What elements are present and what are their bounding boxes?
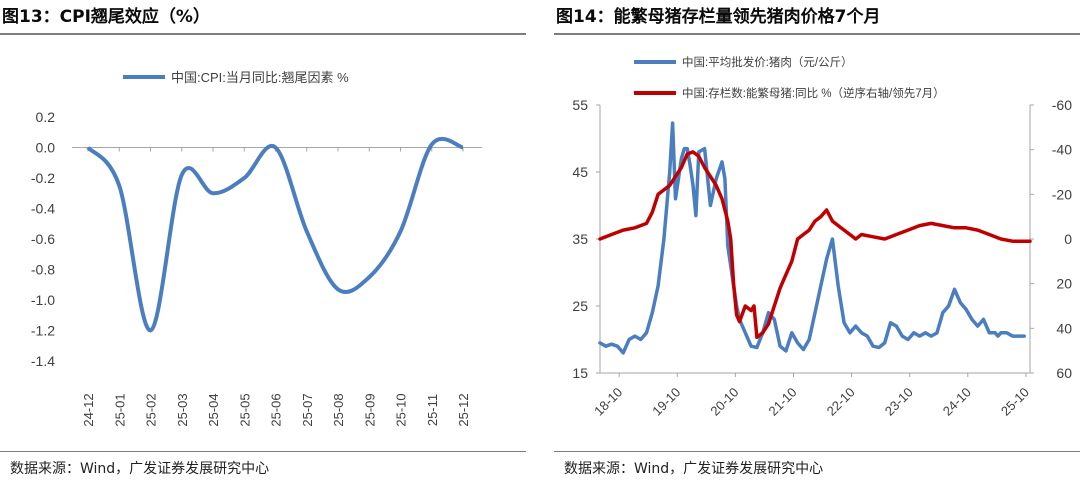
cpi-carryover-chart: 中国:CPI:当月同比:翘尾因素 % 0.2 0.0 -0.2 -0.4 -0.6 -0.8… (31, 70, 482, 427)
x-tick-label: 18-10 (591, 385, 625, 419)
x-tick-label: 25-12 (456, 393, 471, 426)
y-tick-label: -1.4 (31, 353, 55, 369)
series-line-pork-price (598, 121, 1026, 355)
x-tick-label: 25-07 (300, 393, 315, 426)
x-tick-label: 25-11 (425, 394, 440, 426)
y-tick-label: -0.8 (31, 262, 55, 278)
right-tick-label: -20 (1052, 186, 1072, 202)
y-tick-label: -1.0 (31, 292, 55, 308)
left-tick-label: 35 (572, 231, 588, 247)
x-tick-label: 25-05 (237, 393, 252, 426)
y-tick-label: 0.2 (36, 109, 56, 125)
legend-label-price: 中国:平均批发价:猪肉（元/公斤） (682, 55, 853, 69)
x-tick-label: 25-06 (269, 393, 284, 426)
bottom-rule (554, 451, 1080, 452)
x-tick-label: 24-12 (81, 393, 96, 426)
left-tick-label: 25 (572, 298, 588, 314)
title-rule (0, 33, 526, 35)
figure-13-panel: 图13：CPI翘尾效应（%） 中国:CPI:当月同比:翘尾因素 % 0.2 0.0 -… (0, 0, 526, 481)
series-line-sow-inventory (598, 150, 1032, 340)
x-tick-label: 25-02 (144, 393, 159, 426)
figure-14-panel: 图14：能繁母猪存栏量领先猪肉价格7个月 中国:平均批发价:猪肉（元/公斤） 中国… (554, 0, 1080, 481)
right-tick-label: 20 (1056, 276, 1072, 292)
x-tick-label: 21-10 (766, 385, 800, 419)
right-tick-label: 60 (1056, 365, 1072, 381)
left-tick-label: 15 (572, 365, 588, 381)
left-tick-label: 55 (572, 97, 588, 113)
hog-price-sow-chart: 中国:平均批发价:猪肉（元/公斤） 中国:存栏数:能繁母猪:同比 %（逆序右轴/领… (572, 55, 1072, 419)
y-tick-label: -1.2 (31, 323, 55, 339)
title-rule (554, 33, 1080, 35)
figure-13-source: 数据来源：Wind，广发证券发展研究中心 (10, 461, 270, 477)
x-tick-label: 25-09 (362, 393, 377, 426)
x-tick-label: 25-08 (331, 393, 346, 426)
x-tick-label: 25-01 (112, 393, 127, 426)
x-tick-label: 24-10 (940, 385, 974, 419)
y-tick-label: -0.4 (31, 201, 55, 217)
figure-13-title: 图13：CPI翘尾效应（%） (2, 7, 210, 27)
x-tick-label: 25-04 (206, 393, 221, 426)
x-tick-label: 22-10 (824, 385, 858, 419)
y-tick-label: -0.6 (31, 231, 55, 247)
figure-14-source: 数据来源：Wind，广发证券发展研究中心 (564, 461, 824, 477)
legend-label-sow: 中国:存栏数:能繁母猪:同比 %（逆序右轴/领先7月） (682, 86, 945, 100)
right-tick-label: -40 (1052, 142, 1072, 158)
left-tick-label: 45 (572, 164, 588, 180)
x-tick-label: 25-10 (998, 385, 1032, 419)
x-tick-label: 25-03 (175, 393, 190, 426)
legend-label: 中国:CPI:当月同比:翘尾因素 % (171, 70, 349, 85)
right-tick-label: 40 (1056, 320, 1072, 336)
series-line-cpi-carryover (86, 136, 464, 333)
right-tick-label: 0 (1064, 231, 1072, 247)
x-tick-label: 25-10 (394, 393, 409, 426)
bottom-rule (0, 451, 526, 452)
x-tick-label: 20-10 (707, 385, 741, 419)
figure-14-title: 图14：能繁母猪存栏量领先猪肉价格7个月 (556, 7, 881, 27)
x-tick-label: 19-10 (649, 385, 683, 419)
y-tick-label: 0.0 (36, 140, 56, 156)
right-tick-label: -60 (1052, 97, 1072, 113)
x-tick-label: 23-10 (882, 385, 916, 419)
y-tick-label: -0.2 (31, 170, 55, 186)
